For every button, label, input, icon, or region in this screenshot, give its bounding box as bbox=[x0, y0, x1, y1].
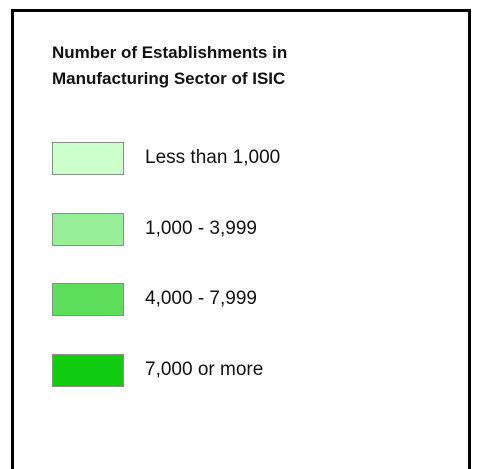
legend: Number of Establishments in Manufacturing… bbox=[11, 9, 471, 469]
legend-title: Number of Establishments in bbox=[52, 43, 288, 62]
page: {"legend": {"title": ["Number of Establi… bbox=[11, 9, 471, 469]
legend-item: 1,000 - 3,999 bbox=[52, 212, 452, 247]
legend-label: Less than 1,000 bbox=[145, 147, 281, 168]
legend-label: 4,000 - 7,999 bbox=[145, 288, 257, 309]
legend-item: 7,000 or more bbox=[52, 353, 452, 388]
legend-item: Less than 1,000 bbox=[52, 142, 452, 176]
legend-swatch bbox=[52, 353, 124, 387]
legend-label: 1,000 - 3,999 bbox=[145, 217, 257, 239]
legend-label: 7,000 or more bbox=[145, 358, 264, 380]
legend-swatch bbox=[52, 283, 124, 316]
legend-title: Manufacturing Sector of ISIC bbox=[52, 69, 286, 88]
legend-swatch bbox=[52, 142, 124, 175]
legend-item: 4,000 - 7,999 bbox=[52, 283, 452, 317]
legend-swatch bbox=[52, 212, 124, 246]
